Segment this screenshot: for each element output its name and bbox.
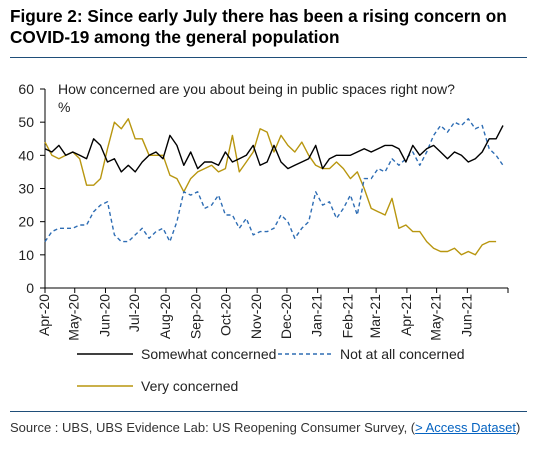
x-tick-label: Dec-20 bbox=[278, 294, 294, 339]
x-tick-label: Feb-21 bbox=[339, 294, 355, 339]
y-tick-label: 40 bbox=[18, 147, 34, 163]
x-tick-label: Mar-21 bbox=[367, 294, 383, 339]
series-line-somewhat-concerned bbox=[44, 125, 504, 173]
chart-series bbox=[44, 118, 504, 256]
x-tick-label: Apr-20 bbox=[36, 294, 52, 336]
series-line-very-concerned bbox=[44, 118, 497, 256]
legend-label: Somewhat concerned bbox=[141, 346, 276, 362]
legend-label: Very concerned bbox=[141, 378, 238, 394]
source-text: Source : UBS, UBS Evidence Lab: US Reope… bbox=[10, 420, 416, 435]
y-axis-label: % bbox=[58, 99, 70, 115]
y-tick-label: 0 bbox=[26, 280, 34, 296]
source-note: Source : UBS, UBS Evidence Lab: US Reope… bbox=[10, 419, 525, 436]
x-tick-label: Apr-21 bbox=[398, 294, 414, 336]
chart-axes: 0 10 20 30 40 50 60 Apr-20 May-20 Jun-20 Jul-20 Aug… bbox=[18, 81, 509, 341]
x-tick-label: May-20 bbox=[66, 294, 82, 341]
y-tick-label: 20 bbox=[18, 214, 34, 230]
series-line-not-at-all-concerned bbox=[44, 118, 504, 243]
source-rule bbox=[10, 411, 527, 412]
chart-legend: Somewhat concerned Not at all concerned Ve… bbox=[77, 346, 465, 394]
x-tick-label: Jun-21 bbox=[458, 294, 474, 337]
y-tick-label: 50 bbox=[18, 114, 34, 130]
x-tick-label: Sep-20 bbox=[188, 294, 204, 339]
x-tick-label: Nov-20 bbox=[248, 294, 264, 339]
x-tick-label: Aug-20 bbox=[157, 294, 173, 339]
x-tick-label: Oct-20 bbox=[217, 294, 233, 336]
y-tick-label: 10 bbox=[18, 247, 34, 263]
access-dataset-link[interactable]: > Access Dataset bbox=[415, 420, 516, 435]
figure-title: Figure 2: Since early July there has bee… bbox=[10, 6, 507, 47]
title-rule bbox=[10, 57, 527, 58]
x-tick-label: Jul-20 bbox=[126, 294, 142, 332]
x-tick-label: Jun-20 bbox=[96, 294, 112, 337]
x-tick-label: May-21 bbox=[428, 294, 444, 341]
legend-label: Not at all concerned bbox=[340, 346, 465, 362]
y-tick-label: 60 bbox=[18, 81, 34, 97]
source-tail: ) bbox=[515, 420, 521, 435]
y-tick-label: 30 bbox=[18, 181, 34, 197]
x-tick-label: Jan-21 bbox=[309, 294, 325, 337]
chart-title: How concerned are you about being in pub… bbox=[58, 81, 455, 97]
